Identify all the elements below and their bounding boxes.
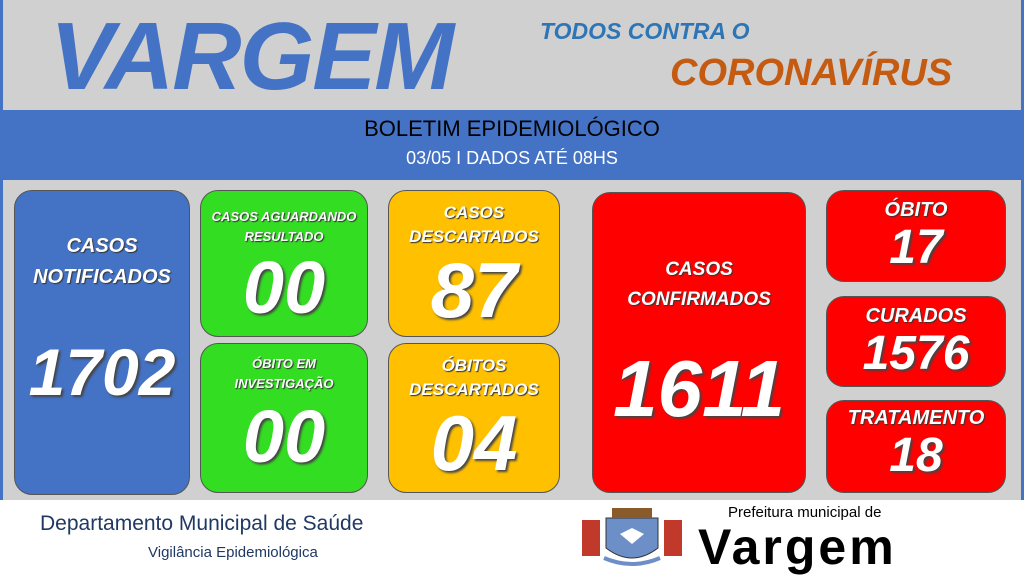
card-label: ÓBITO (884, 199, 948, 221)
card-obito-investigacao: ÓBITO EM INVESTIGAÇÃO 00 (200, 343, 368, 493)
bulletin-band: BOLETIM EPIDEMIOLÓGICO 03/05 I DADOS ATÉ… (0, 110, 1024, 180)
card-label: ÓBITO EM INVESTIGAÇÃO (234, 356, 334, 391)
card-value: 00 (242, 246, 326, 329)
card-descartados: CASOS DESCARTADOS 87 (388, 190, 560, 337)
logo-name: Vargem (698, 519, 897, 575)
bulletin-date: 03/05 I DADOS ATÉ 08HS (406, 148, 618, 168)
card-label: CASOS AGUARDANDO RESULTADO (211, 209, 357, 244)
card-value: 1702 (28, 335, 176, 409)
card-value: 87 (430, 246, 518, 334)
card-value: 00 (242, 395, 326, 478)
prefeitura-logo: Prefeitura municipal de Vargem (578, 504, 988, 572)
department-name: Departamento Municipal de Saúde (40, 512, 364, 535)
card-value: 17 (889, 221, 943, 274)
card-label: CASOS CONFIRMADOS (627, 259, 771, 310)
card-label: CASOS DESCARTADOS (409, 203, 539, 246)
card-value: 1576 (862, 327, 970, 380)
card-value: 04 (430, 399, 518, 487)
logo-top-text: Prefeitura municipal de (728, 504, 882, 521)
subtitle-bottom: CORONAVÍRUS (670, 52, 953, 94)
card-notificados: CASOS NOTIFICADOS 1702 (14, 190, 190, 495)
subtitle-top: TODOS CONTRA O (540, 18, 750, 44)
card-label: TRATAMENTO (847, 407, 985, 429)
page-title: VARGEM (50, 3, 454, 110)
card-confirmados: CASOS CONFIRMADOS 1611 (592, 192, 806, 493)
card-obitos-descartados: ÓBITOS DESCARTADOS 04 (388, 343, 560, 493)
card-curados: CURADOS 1576 (826, 296, 1006, 387)
division-name: Vigilância Epidemiológica (148, 544, 318, 561)
card-obito: ÓBITO 17 (826, 190, 1006, 282)
bulletin-title: BOLETIM EPIDEMIOLÓGICO (364, 116, 660, 141)
card-label: CASOS NOTIFICADOS (33, 235, 171, 288)
card-tratamento: TRATAMENTO 18 (826, 400, 1006, 493)
card-aguardando: CASOS AGUARDANDO RESULTADO 00 (200, 190, 368, 337)
coat-of-arms-icon (582, 508, 682, 566)
card-value: 18 (889, 429, 943, 482)
card-value: 1611 (612, 344, 786, 433)
card-label: ÓBITOS DESCARTADOS (409, 356, 539, 399)
card-label: CURADOS (865, 305, 967, 327)
